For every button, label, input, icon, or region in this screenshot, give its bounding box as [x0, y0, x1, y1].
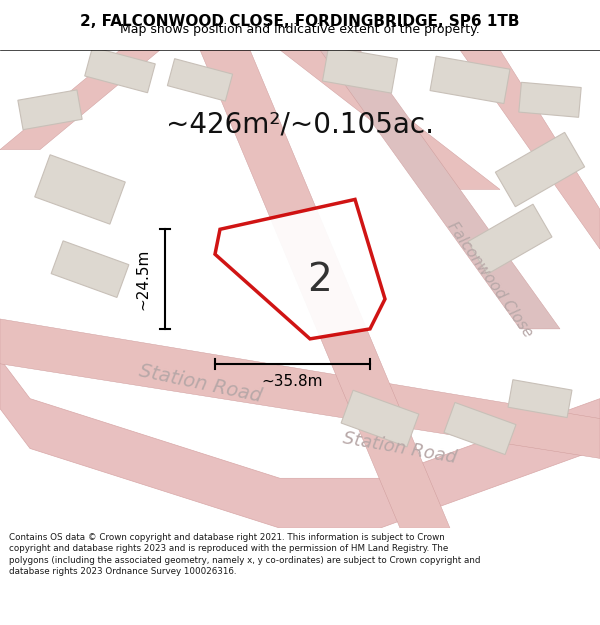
Polygon shape [167, 59, 233, 101]
Text: Contains OS data © Crown copyright and database right 2021. This information is : Contains OS data © Crown copyright and d… [9, 533, 481, 576]
Polygon shape [322, 47, 398, 93]
Text: 2: 2 [307, 261, 332, 299]
Polygon shape [215, 199, 385, 339]
Polygon shape [430, 56, 510, 104]
Polygon shape [200, 50, 450, 528]
Polygon shape [320, 50, 560, 329]
Polygon shape [35, 155, 125, 224]
Text: Station Road: Station Road [137, 361, 263, 406]
Polygon shape [508, 380, 572, 418]
Polygon shape [460, 50, 600, 249]
Text: ~35.8m: ~35.8m [262, 374, 323, 389]
Polygon shape [85, 47, 155, 92]
Polygon shape [519, 82, 581, 118]
Polygon shape [496, 132, 584, 207]
Text: ~426m²/~0.105ac.: ~426m²/~0.105ac. [166, 111, 434, 139]
Polygon shape [280, 50, 500, 189]
Polygon shape [468, 204, 552, 274]
Text: Map shows position and indicative extent of the property.: Map shows position and indicative extent… [120, 23, 480, 36]
Polygon shape [444, 402, 516, 454]
Text: Station Road: Station Road [341, 429, 458, 468]
Text: 2, FALCONWOOD CLOSE, FORDINGBRIDGE, SP6 1TB: 2, FALCONWOOD CLOSE, FORDINGBRIDGE, SP6 … [80, 14, 520, 29]
Polygon shape [0, 50, 160, 149]
Polygon shape [51, 241, 129, 298]
Polygon shape [0, 359, 600, 528]
Polygon shape [341, 390, 419, 447]
Polygon shape [0, 319, 600, 458]
Text: Falconwood Close: Falconwood Close [445, 219, 535, 339]
Polygon shape [18, 90, 82, 129]
Text: ~24.5m: ~24.5m [136, 248, 151, 310]
